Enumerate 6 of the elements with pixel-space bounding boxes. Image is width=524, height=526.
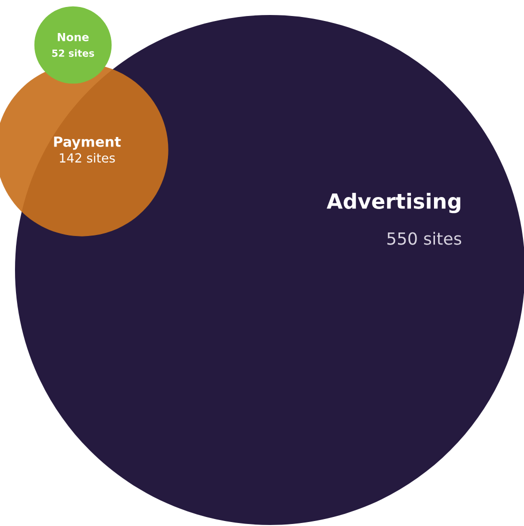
category-label: Payment [54, 136, 121, 150]
data-label: 550 sites [387, 232, 462, 245]
category-label: None [58, 32, 89, 42]
data-label: 142 sites [60, 152, 115, 163]
category-label: Advertising [326, 192, 460, 214]
data-label: 52 sites [52, 49, 94, 57]
